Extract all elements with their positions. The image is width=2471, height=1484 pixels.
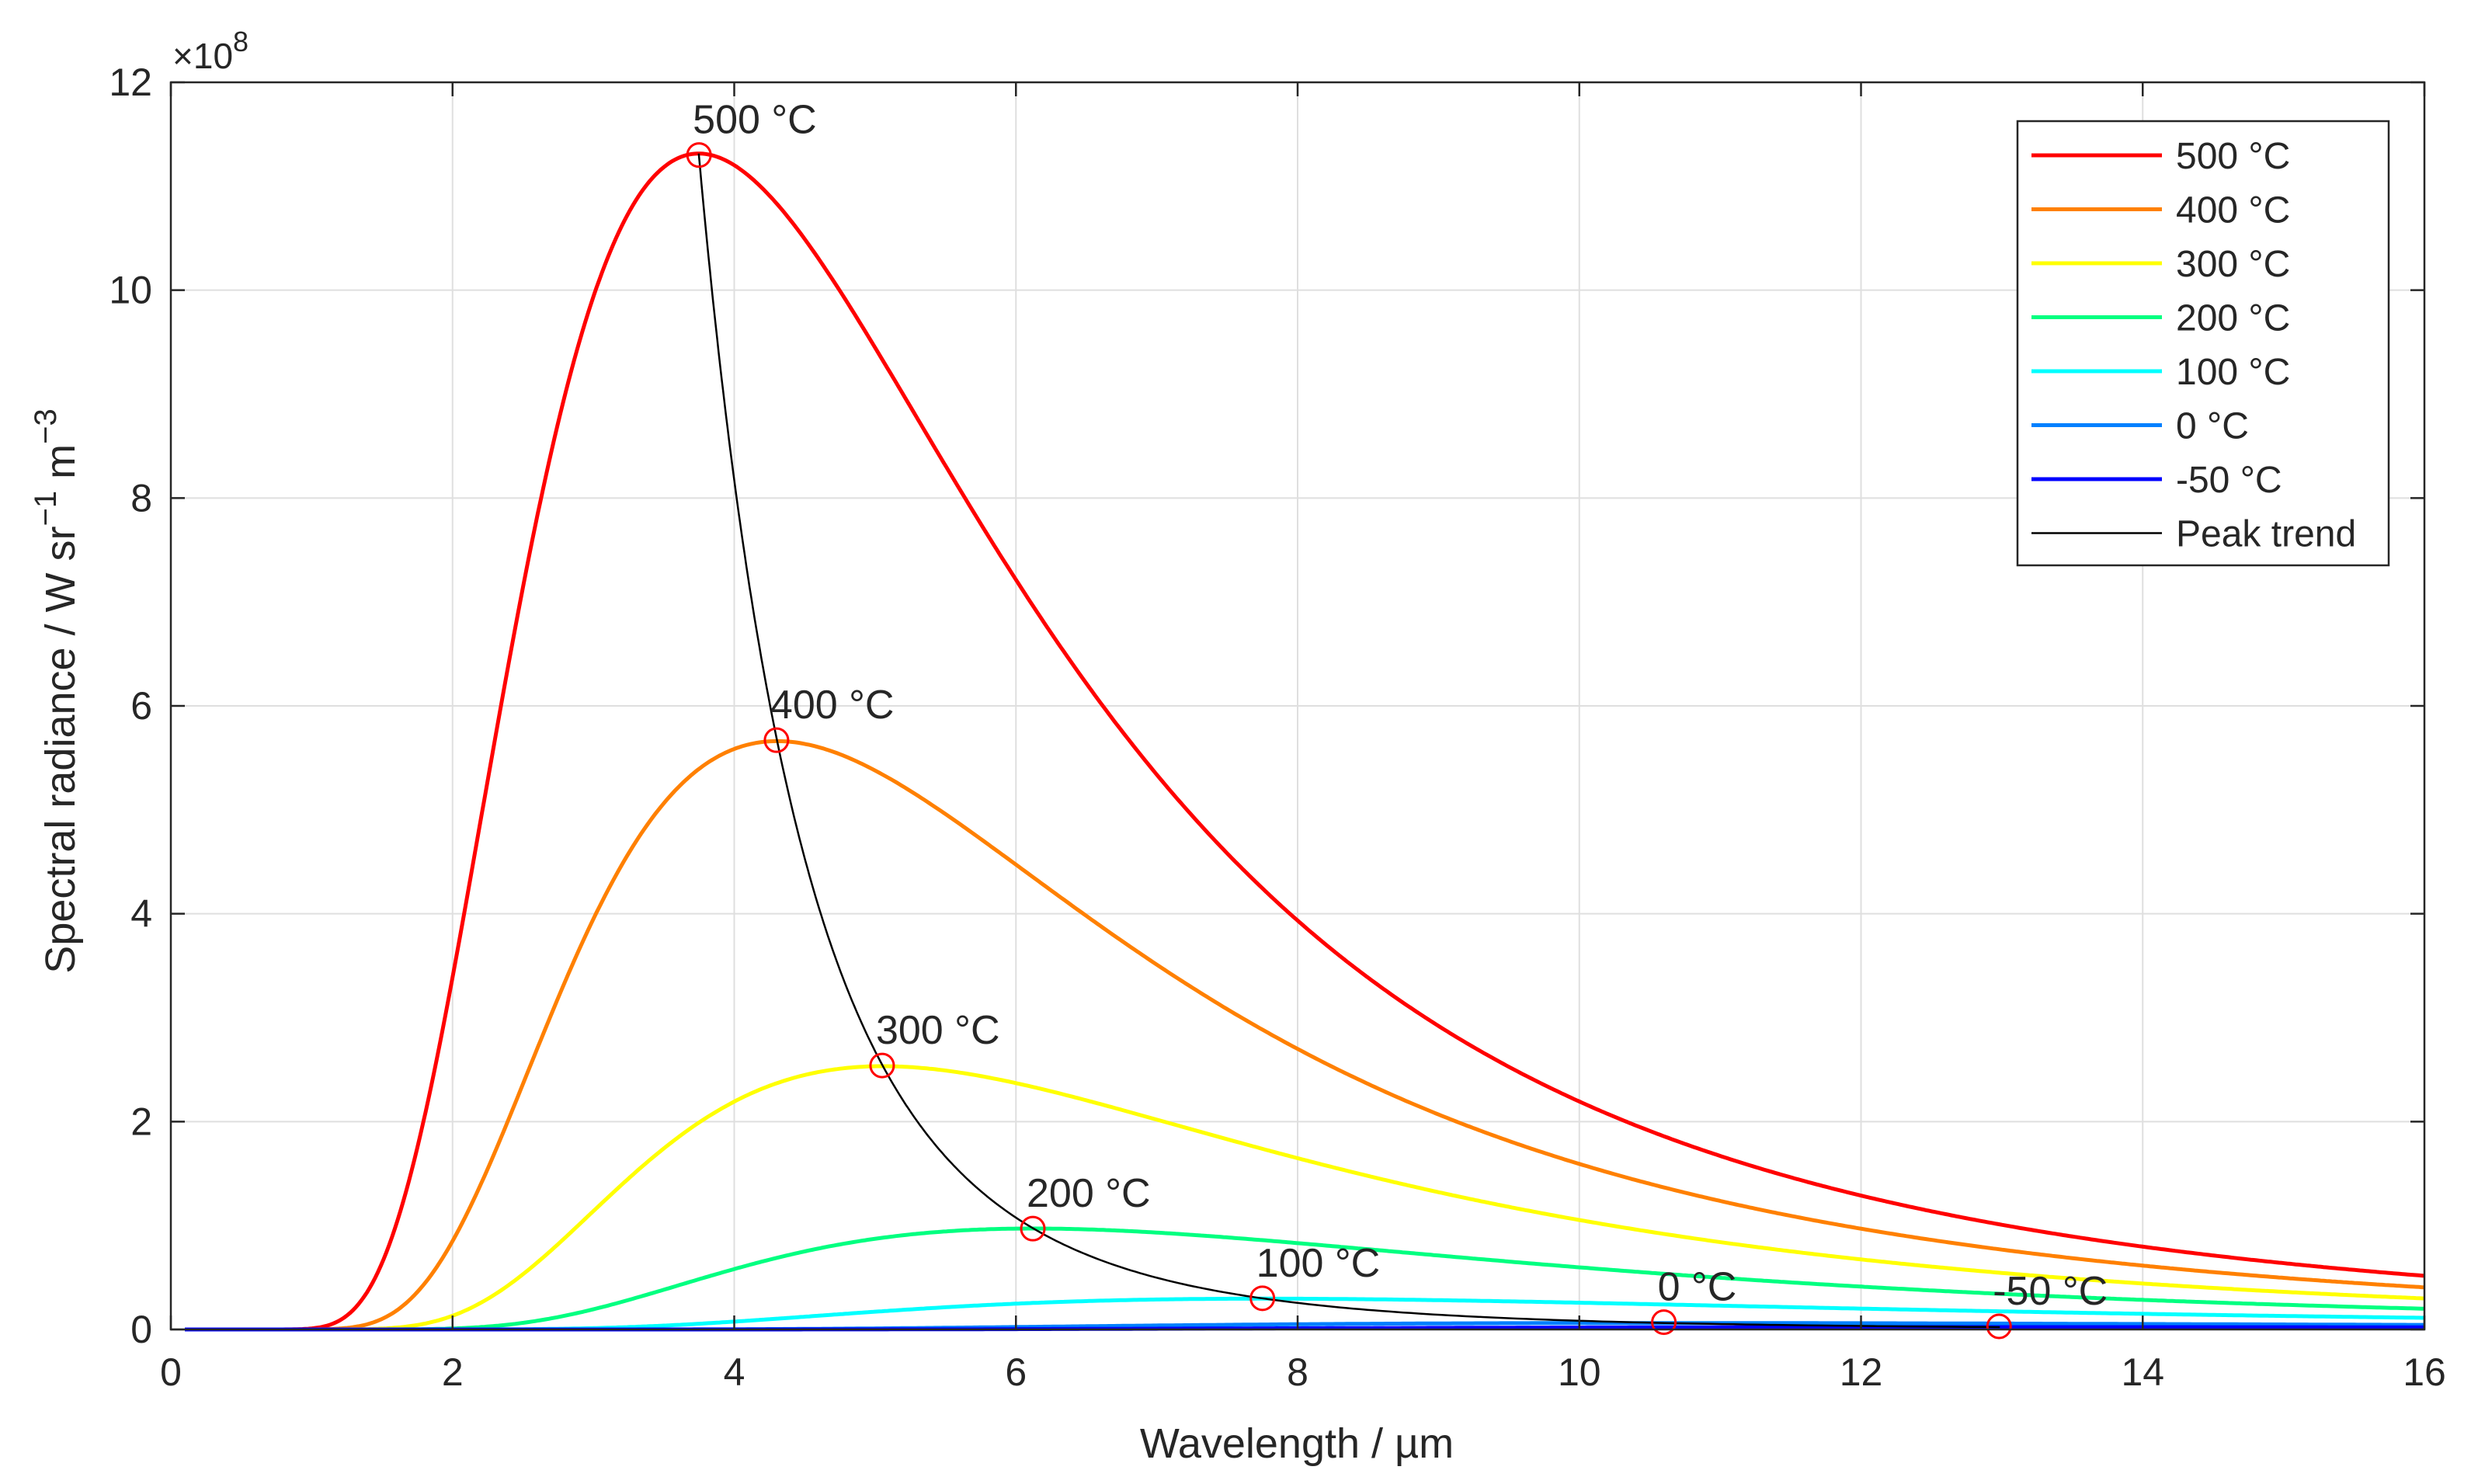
y-tick-label: 6 [130,684,152,728]
peak-markers: 500 °C 400 °C 300 °C 200 °C 100 °C 0 °C -50 °C [686,98,2108,1340]
x-tick-label: 16 [2403,1350,2446,1394]
y-axis-label-main: Spectral radiance / W sr [37,526,84,973]
peak-label: -50 °C [1993,1269,2108,1314]
y-multiplier-base: ×10 [172,36,233,76]
peak-label: 100 °C [1256,1241,1381,1286]
series-line-200 [185,1226,2425,1332]
legend-label: Peak trend [2176,514,2356,555]
y-multiplier-exp: 8 [233,26,248,57]
peak-marker [869,1052,895,1079]
y-tick-label: 10 [109,269,152,312]
peak-label: 500 °C [693,98,817,143]
x-tick-label: 6 [1005,1350,1027,1394]
x-tick-label: 12 [1840,1350,1883,1394]
peak-label: 200 °C [1027,1171,1151,1216]
y-axis-multiplier: ×108 [172,26,248,76]
peak-label: 300 °C [876,1008,1000,1053]
legend-label: 200 °C [2176,298,2290,339]
x-tick-label: 4 [724,1350,745,1394]
x-axis-label: Wavelength / µm [1140,1420,1454,1467]
peak-label: 0 °C [1658,1265,1737,1310]
y-axis-label-mid: m [37,444,84,491]
peak-label: 400 °C [770,683,895,728]
peak-marker [763,727,790,753]
peak-trend-line [697,153,2000,1329]
legend-label: 300 °C [2176,244,2290,285]
peak-marker [686,142,712,169]
peak-marker [1986,1313,2012,1340]
series-line-400 [185,739,2425,1332]
y-tick-label: 8 [130,476,152,520]
legend-label: 100 °C [2176,352,2290,393]
x-tick-label: 10 [1558,1350,1601,1394]
series-line-300 [185,1064,2425,1332]
legend-box [2016,120,2390,567]
legend: 500 °C 400 °C 300 °C 200 °C 100 °C 0 °C -50 °C… [2016,120,2390,567]
legend-label: -50 °C [2176,460,2282,501]
peak-marker [1249,1285,1276,1312]
axes: 0 2 4 6 8 10 12 14 16 0 2 4 6 8 10 12 [109,61,2445,1394]
peak-marker [1020,1215,1046,1242]
y-tick-label: 2 [130,1100,152,1143]
legend-label: 400 °C [2176,190,2290,231]
x-tick-label: 8 [1287,1350,1308,1394]
peak-marker [1651,1309,1677,1336]
y-axis-label: Spectral radiance / W sr−1 m−3 [29,408,84,973]
y-tick-label: 0 [130,1308,152,1351]
x-tick-label: 0 [160,1350,182,1394]
legend-label: 0 °C [2176,406,2249,447]
y-axis-label-sup2: −3 [29,408,63,444]
series-line-500 [185,151,2425,1332]
x-tick-label: 14 [2121,1350,2164,1394]
x-tick-label: 2 [442,1350,464,1394]
y-tick-label: 12 [109,61,152,104]
legend-label: 500 °C [2176,136,2290,177]
y-axis-label-sup1: −1 [29,491,63,527]
y-tick-label: 4 [130,892,152,936]
